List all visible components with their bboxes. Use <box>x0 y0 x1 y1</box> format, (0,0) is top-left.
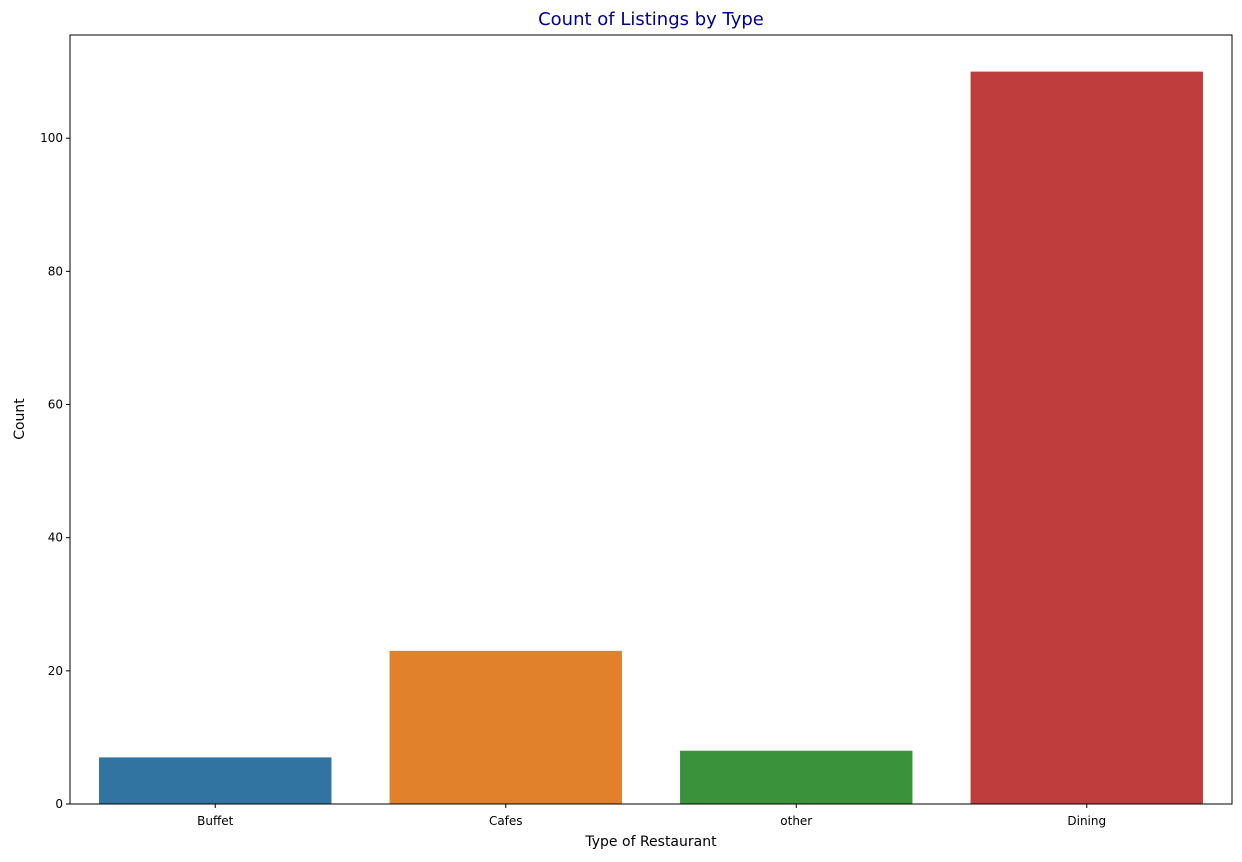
y-tick-label: 40 <box>48 531 63 545</box>
bar-other <box>680 750 913 804</box>
plot-frame <box>69 34 1233 805</box>
bar-dining <box>970 71 1203 805</box>
y-axis-label: Count <box>12 398 28 440</box>
y-tick-label: 0 <box>55 797 63 811</box>
chart-title: Count of Listings by Type <box>538 9 764 30</box>
y-tick-label: 20 <box>48 664 63 678</box>
x-tick-label: other <box>780 814 812 828</box>
x-tick-label: Dining <box>1067 814 1106 828</box>
y-tick-label: 100 <box>40 131 63 145</box>
bar-buffet <box>99 757 332 804</box>
y-tick-label: 80 <box>48 264 63 278</box>
y-tick-label: 60 <box>48 398 63 412</box>
axes-layer: Buffet Cafes other Dining 0 20 40 60 80 100 <box>40 34 1233 828</box>
x-axis-label: Type of Restaurant <box>584 834 717 850</box>
bars-layer <box>99 71 1203 805</box>
x-tick-label: Cafes <box>489 814 523 828</box>
x-tick-label: Buffet <box>197 814 233 828</box>
bar-cafes <box>389 650 622 804</box>
